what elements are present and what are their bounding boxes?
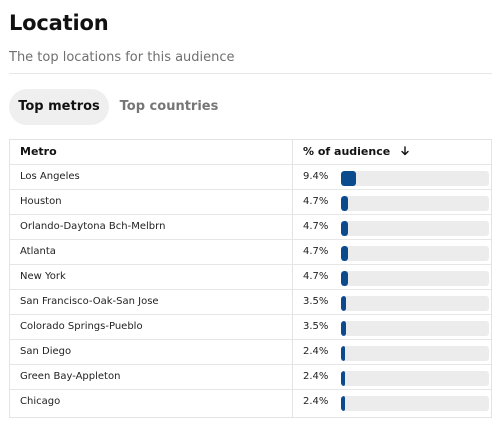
- audience-percent: 3.5%: [303, 321, 329, 332]
- audience-percent: 3.5%: [303, 296, 329, 307]
- page-title: Location: [9, 11, 109, 35]
- audience-percent: 4.7%: [303, 221, 329, 232]
- audience-bar-track: [341, 246, 489, 261]
- audience-percent: 4.7%: [303, 196, 329, 207]
- audience-bar-track: [341, 171, 489, 186]
- audience-bar-fill: [341, 271, 348, 286]
- table-row: San Diego 2.4%: [10, 340, 491, 365]
- metro-name: San Francisco-Oak-San Jose: [20, 296, 159, 307]
- page-subtitle: The top locations for this audience: [9, 50, 235, 65]
- arrow-down-icon[interactable]: [400, 146, 410, 156]
- audience-bar-fill: [341, 346, 345, 361]
- audience-bar-track: [341, 346, 489, 361]
- table-row: Houston 4.7%: [10, 190, 491, 215]
- audience-percent: 4.7%: [303, 246, 329, 257]
- audience-bar-track: [341, 321, 489, 336]
- metro-column-header: Metro: [20, 145, 57, 158]
- tab-top-countries[interactable]: Top countries: [119, 99, 219, 114]
- audience-bar-track: [341, 396, 489, 411]
- audience-bar-track: [341, 196, 489, 211]
- audience-bar-fill: [341, 371, 345, 386]
- audience-bar-track: [341, 221, 489, 236]
- audience-bar-fill: [341, 171, 356, 186]
- metro-name: New York: [20, 271, 66, 282]
- metro-name: San Diego: [20, 346, 72, 357]
- audience-percent: 4.7%: [303, 271, 329, 282]
- column-divider: [292, 140, 293, 417]
- metro-name: Chicago: [20, 396, 61, 407]
- audience-bar-track: [341, 371, 489, 386]
- metro-name: Houston: [20, 196, 62, 207]
- audience-bar-fill: [341, 321, 346, 336]
- audience-bar-fill: [341, 296, 346, 311]
- percent-column-header[interactable]: % of audience: [303, 140, 410, 164]
- table-row: San Francisco-Oak-San Jose 3.5%: [10, 290, 491, 315]
- audience-percent: 2.4%: [303, 371, 329, 382]
- table-row: Colorado Springs-Pueblo 3.5%: [10, 315, 491, 340]
- audience-bar-fill: [341, 196, 348, 211]
- metro-name: Los Angeles: [20, 171, 80, 182]
- audience-percent: 2.4%: [303, 396, 329, 407]
- table-row: Atlanta 4.7%: [10, 240, 491, 265]
- audience-bar-fill: [341, 396, 345, 411]
- table-row: Chicago 2.4%: [10, 390, 491, 415]
- audience-bar-track: [341, 271, 489, 286]
- table-row: New York 4.7%: [10, 265, 491, 290]
- table-row: Los Angeles 9.4%: [10, 165, 491, 190]
- audience-percent: 9.4%: [303, 171, 329, 182]
- audience-percent: 2.4%: [303, 346, 329, 357]
- metro-name: Green Bay-Appleton: [20, 371, 121, 382]
- audience-bar-fill: [341, 246, 348, 261]
- metro-name: Orlando-Daytona Bch-Melbrn: [20, 221, 166, 232]
- metro-name: Atlanta: [20, 246, 56, 257]
- metros-table: Metro % of audience Los Angeles 9.4% Houst…: [9, 139, 492, 418]
- table-row: Orlando-Daytona Bch-Melbrn 4.7%: [10, 215, 491, 240]
- percent-column-label: % of audience: [303, 145, 391, 158]
- table-header: Metro % of audience: [10, 140, 491, 165]
- tab-top-metros[interactable]: Top metros: [9, 89, 109, 125]
- table-row: Green Bay-Appleton 2.4%: [10, 365, 491, 390]
- audience-bar-track: [341, 296, 489, 311]
- metro-name: Colorado Springs-Pueblo: [20, 321, 143, 332]
- audience-bar-fill: [341, 221, 348, 236]
- header-divider: [9, 73, 492, 74]
